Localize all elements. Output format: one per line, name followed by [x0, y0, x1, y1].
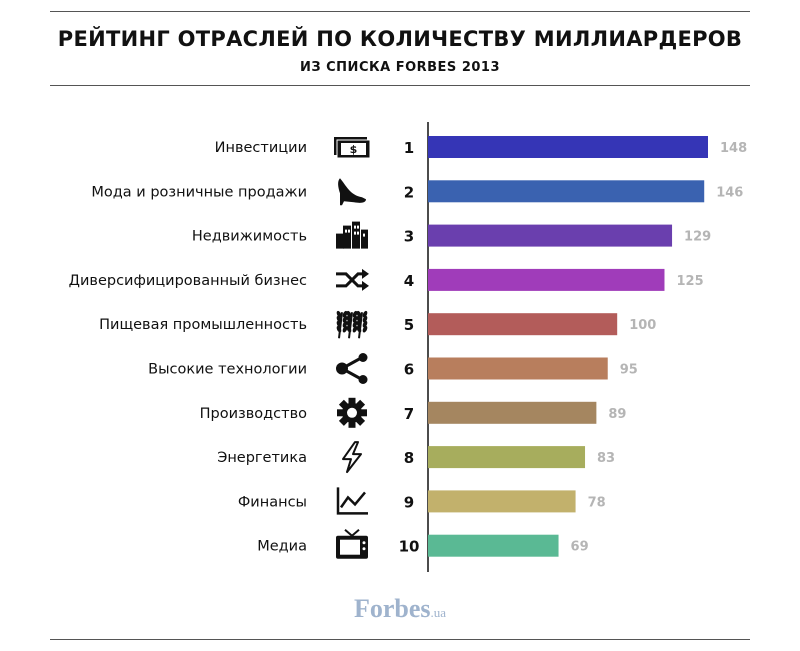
wheat-icon [336, 310, 368, 339]
forbes-logo: Forbes.ua [353, 594, 447, 623]
value-label: 83 [597, 451, 615, 466]
value-label: 100 [629, 318, 656, 333]
category-label: Пищевая промышленность [99, 317, 307, 333]
bar [428, 401, 597, 424]
network-icon [336, 353, 368, 384]
value-label: 89 [608, 407, 626, 422]
value-label: 146 [716, 185, 743, 200]
gear-icon [337, 397, 367, 428]
line-chart-icon [336, 487, 368, 515]
category-label: Мода и розничные продажи [91, 184, 307, 200]
bottom-rule [50, 639, 750, 640]
category-label: Высокие технологии [148, 362, 307, 378]
header-rule [50, 85, 750, 86]
category-label: Инвестиции [215, 140, 307, 156]
tv-icon [336, 528, 368, 559]
buildings-icon [336, 221, 368, 249]
category-label: Энергетика [217, 450, 307, 466]
bar [428, 357, 608, 380]
value-label: 148 [720, 141, 747, 156]
rank-label: 7 [404, 405, 414, 423]
chart-title: РЕЙТИНГ ОТРАСЛЕЙ ПО КОЛИЧЕСТВУ МИЛЛИАРДЕ… [57, 27, 743, 51]
high-heel-icon [338, 178, 366, 206]
shuffle-icon [336, 268, 369, 291]
bar [428, 534, 559, 557]
category-label: Производство [200, 406, 308, 422]
chart-subtitle: ИЗ СПИСКА FORBES 2013 [300, 60, 500, 75]
lightning-icon [342, 441, 362, 474]
svg-text:$: $ [350, 143, 358, 156]
category-label: Диверсифицированный бизнес [69, 273, 307, 289]
rank-label: 1 [404, 139, 414, 157]
bar [428, 224, 673, 247]
bar [428, 313, 618, 336]
value-label: 125 [676, 274, 703, 289]
value-label: 69 [571, 540, 589, 555]
bar [428, 268, 665, 291]
value-label: 78 [588, 495, 606, 510]
bar [428, 180, 705, 203]
bar [428, 490, 576, 513]
bar [428, 446, 586, 469]
rank-label: 8 [404, 449, 414, 467]
rank-label: 10 [399, 538, 420, 556]
top-rule [50, 11, 750, 12]
value-label: 95 [620, 363, 638, 378]
rank-label: 2 [404, 183, 414, 201]
category-label: Медиа [257, 539, 307, 555]
rank-label: 4 [404, 272, 414, 290]
rank-label: 5 [404, 316, 414, 334]
category-label: Недвижимость [192, 229, 307, 245]
money-icon: $ [334, 137, 371, 159]
value-label: 129 [684, 230, 711, 245]
category-label: Финансы [238, 494, 307, 510]
rank-label: 3 [404, 228, 414, 246]
rank-label: 9 [404, 493, 414, 511]
rank-label: 6 [404, 361, 414, 379]
bar [428, 136, 708, 158]
